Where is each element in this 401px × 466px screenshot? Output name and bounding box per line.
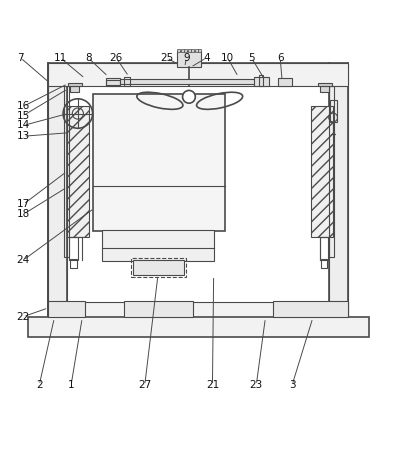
Bar [106,78,120,86]
Bar [131,258,186,277]
Bar [320,86,329,92]
Text: 13: 13 [17,131,30,141]
Bar [49,302,348,317]
Bar [119,79,259,84]
Bar [67,106,89,237]
Bar [70,86,79,92]
Text: 10: 10 [221,53,234,63]
Bar [102,230,215,261]
Text: 18: 18 [17,209,30,219]
Bar [124,77,130,87]
Bar [259,75,263,87]
Bar [124,302,192,317]
Bar [64,87,69,257]
Text: 21: 21 [206,380,219,390]
Bar [49,62,348,317]
Text: 4: 4 [203,53,210,63]
Text: 9: 9 [183,53,190,63]
Text: 16: 16 [17,102,30,111]
Bar [254,77,269,87]
Bar [49,62,348,87]
Bar [181,49,184,52]
Text: 26: 26 [109,53,123,63]
Text: 2: 2 [36,380,43,390]
Bar [70,259,77,267]
Bar [188,49,191,52]
Bar [198,49,201,52]
Text: 6: 6 [277,53,284,63]
Text: 11: 11 [54,53,67,63]
Text: 24: 24 [17,255,30,265]
Bar [329,62,348,317]
Text: 3: 3 [289,380,296,390]
Bar [106,80,120,85]
Text: 23: 23 [250,380,263,390]
Text: 22: 22 [17,312,30,322]
Bar [191,49,194,52]
Text: 25: 25 [160,53,173,63]
Bar [49,62,67,317]
Text: 1: 1 [68,380,75,390]
Bar [321,259,327,267]
Bar [49,302,85,317]
Bar [273,302,348,317]
Bar [318,83,332,87]
Text: 14: 14 [17,121,30,130]
Bar [195,49,198,52]
Bar [278,78,292,86]
Bar [329,87,334,257]
Bar [177,49,180,52]
Bar [69,237,78,260]
Bar [320,237,328,260]
Text: 7: 7 [17,53,24,63]
Text: 15: 15 [17,110,30,121]
Bar [133,260,184,275]
Bar [330,100,337,122]
Bar [311,106,333,237]
Circle shape [182,90,195,103]
Bar [184,49,187,52]
Bar [28,316,369,336]
Bar [68,83,82,87]
Bar [176,51,201,68]
Bar [93,94,225,231]
Text: 27: 27 [138,380,151,390]
Text: 17: 17 [17,199,30,209]
Text: 8: 8 [85,53,91,63]
Text: 5: 5 [248,53,255,63]
